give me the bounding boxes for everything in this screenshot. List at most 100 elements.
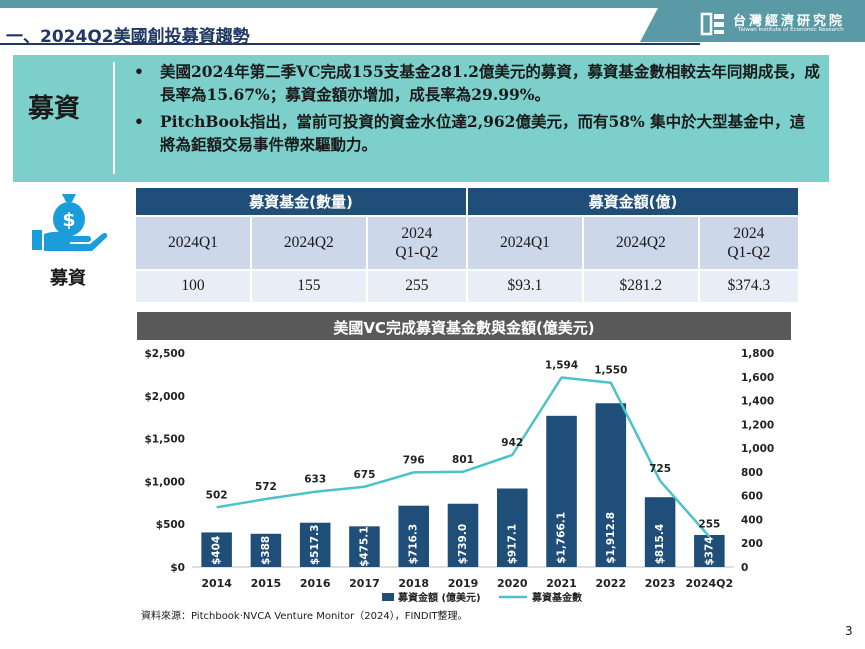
bar-fundraising-amount bbox=[299, 522, 331, 567]
bar-fundraising-amount bbox=[496, 488, 528, 567]
left-axis-tick-label: $1,500 bbox=[144, 434, 185, 446]
period-label: Q1-Q2 bbox=[395, 243, 439, 261]
right-axis-tick-label: 600 bbox=[741, 491, 763, 503]
table-value-row: 100 155 255 $93.1 $281.2 $374.3 bbox=[136, 270, 798, 302]
x-axis-category-label: 2020 bbox=[497, 577, 528, 590]
bar-value-label: $1,912.8 bbox=[605, 512, 617, 564]
period-label: 2024 bbox=[733, 224, 765, 242]
line-point-label: 255 bbox=[698, 519, 720, 531]
x-axis-category-label: 2022 bbox=[596, 577, 627, 590]
value-cell: $281.2 bbox=[583, 270, 698, 302]
bar-value-label: $475.1 bbox=[358, 526, 370, 567]
line-point-label: 502 bbox=[206, 489, 228, 501]
line-point-label: 1,550 bbox=[594, 365, 627, 377]
bar-value-label: $815.4 bbox=[654, 524, 666, 565]
line-point-label: 801 bbox=[452, 454, 474, 466]
legend-bar-swatch bbox=[382, 593, 394, 601]
period-cell: 2024Q2 bbox=[251, 216, 366, 269]
bar-value-label: $517.3 bbox=[309, 525, 321, 566]
title-bar: 一、2024Q2美國創投募資趨勢 bbox=[0, 8, 865, 47]
bullet-text: PitchBook指出，當前可投資的資金水位達2,962億美元，而有58% 集中… bbox=[160, 112, 806, 154]
top-accent-bar bbox=[0, 0, 865, 8]
x-axis-category-label: 2021 bbox=[546, 577, 577, 590]
value-cell: 255 bbox=[367, 270, 466, 302]
bar-value-label: $374 bbox=[703, 536, 715, 565]
line-point-label: 796 bbox=[403, 454, 425, 466]
period-label: Q1-Q2 bbox=[727, 243, 771, 261]
line-point-label: 1,594 bbox=[545, 359, 578, 371]
period-cell: 2024Q2 bbox=[583, 216, 698, 269]
bar-fundraising-amount bbox=[447, 503, 479, 567]
summary-panel bbox=[13, 55, 829, 182]
vc-fundraising-chart: $0 $500 $1,000 $1,500 $2,000 $2,500 0 200 400 600… bbox=[144, 348, 774, 604]
logo-english-name: Taiwan Institute of Economic Research bbox=[738, 27, 844, 33]
bar-fundraising-amount bbox=[398, 505, 430, 567]
right-axis-tick-label: 1,000 bbox=[741, 443, 774, 455]
icon-caption: 募資 bbox=[50, 268, 86, 289]
line-point-label: 942 bbox=[501, 437, 523, 449]
period-cell: 2024Q1 bbox=[467, 216, 582, 269]
right-axis-tick-label: 0 bbox=[741, 562, 748, 574]
left-axis-tick-label: $500 bbox=[156, 519, 185, 531]
right-axis-tick-label: 1,800 bbox=[741, 348, 774, 360]
page-number: 3 bbox=[845, 624, 853, 638]
table-header-row: 募資基金(數量) 募資金額(億) bbox=[136, 188, 798, 215]
bar-fundraising-amount bbox=[250, 533, 282, 567]
left-axis-tick-label: $1,000 bbox=[144, 476, 185, 488]
page-title: 一、2024Q2美國創投募資趨勢 bbox=[6, 27, 250, 47]
bullet-text: 美國2024年第二季VC完成155支基金281.2億美元的募資，募資基金數相較去… bbox=[160, 62, 820, 104]
bar-fundraising-amount bbox=[546, 415, 577, 567]
x-axis-category-label: 2018 bbox=[398, 577, 429, 590]
value-cell: 100 bbox=[136, 270, 250, 302]
value-cell: $374.3 bbox=[699, 270, 798, 302]
left-axis-tick-label: $2,000 bbox=[144, 391, 185, 403]
svg-text:$: $ bbox=[62, 209, 75, 231]
bullet-dot: • bbox=[134, 112, 144, 131]
right-axis-tick-label: 400 bbox=[741, 514, 763, 526]
value-cell: 155 bbox=[251, 270, 366, 302]
table-period-row: 2024Q1 2024Q2 2024 Q1-Q2 2024Q1 2024Q2 20… bbox=[136, 216, 798, 269]
right-axis-tick-label: 1,600 bbox=[741, 372, 774, 384]
right-axis-tick-label: 200 bbox=[741, 538, 763, 550]
source-note: 資料來源：Pitchbook‧NVCA Venture Monitor（2024… bbox=[141, 611, 468, 622]
period-label: 2024Q1 bbox=[167, 234, 218, 252]
period-label: 2024Q1 bbox=[499, 234, 550, 252]
bar-value-label: $716.3 bbox=[408, 524, 420, 565]
tier-logo-icon bbox=[700, 12, 724, 36]
logo-chinese-name: 台灣經濟研究院 bbox=[733, 14, 846, 29]
value-cell: $93.1 bbox=[467, 270, 582, 302]
chart-title-bar bbox=[137, 312, 791, 340]
left-axis-tick-label: $2,500 bbox=[144, 348, 185, 360]
period-label: 2024Q2 bbox=[283, 234, 334, 252]
x-axis-category-label: 2023 bbox=[645, 577, 676, 590]
period-cell: 2024 Q1-Q2 bbox=[367, 216, 466, 269]
x-axis-category-label: 2024Q2 bbox=[686, 577, 734, 590]
period-label: 2024Q2 bbox=[615, 234, 666, 252]
line-point-label: 675 bbox=[353, 469, 375, 481]
period-cell: 2024Q1 bbox=[136, 216, 250, 269]
summary-label: 募資 bbox=[28, 94, 81, 124]
bar-value-label: $404 bbox=[211, 536, 223, 565]
chart-title: 美國VC完成募資基金數與金額(億美元) bbox=[333, 319, 595, 337]
bar-fundraising-amount bbox=[694, 534, 725, 567]
legend-bar-label: 募資金額 (億美元) bbox=[397, 591, 481, 604]
bar-value-label: $388 bbox=[260, 536, 272, 565]
bar-value-label: $739.0 bbox=[457, 524, 469, 565]
right-axis-tick-label: 1,400 bbox=[741, 396, 774, 408]
line-fund-count bbox=[216, 376, 711, 538]
right-axis-tick-label: 1,200 bbox=[741, 419, 774, 431]
legend-line-label: 募資基金數 bbox=[531, 591, 582, 604]
right-axis-tick-label: 800 bbox=[741, 467, 763, 479]
period-cell: 2024 Q1-Q2 bbox=[699, 216, 798, 269]
money-bag-hand-icon: $ bbox=[32, 194, 108, 251]
summary-divider bbox=[113, 62, 115, 174]
x-axis-category-label: 2019 bbox=[448, 577, 479, 590]
fundraising-stats-table: 募資基金(數量) 募資金額(億) 2024Q1 2024Q2 2024 Q1-Q2… bbox=[134, 186, 800, 304]
period-label: 2024 bbox=[401, 224, 433, 242]
bar-fundraising-amount bbox=[595, 403, 627, 567]
x-axis-category-label: 2017 bbox=[349, 577, 380, 590]
header-fund-amount: 募資金額(億) bbox=[467, 188, 798, 215]
bar-fundraising-amount bbox=[201, 532, 232, 567]
bar-fundraising-amount bbox=[349, 526, 380, 567]
bullet-dot: • bbox=[134, 62, 144, 81]
